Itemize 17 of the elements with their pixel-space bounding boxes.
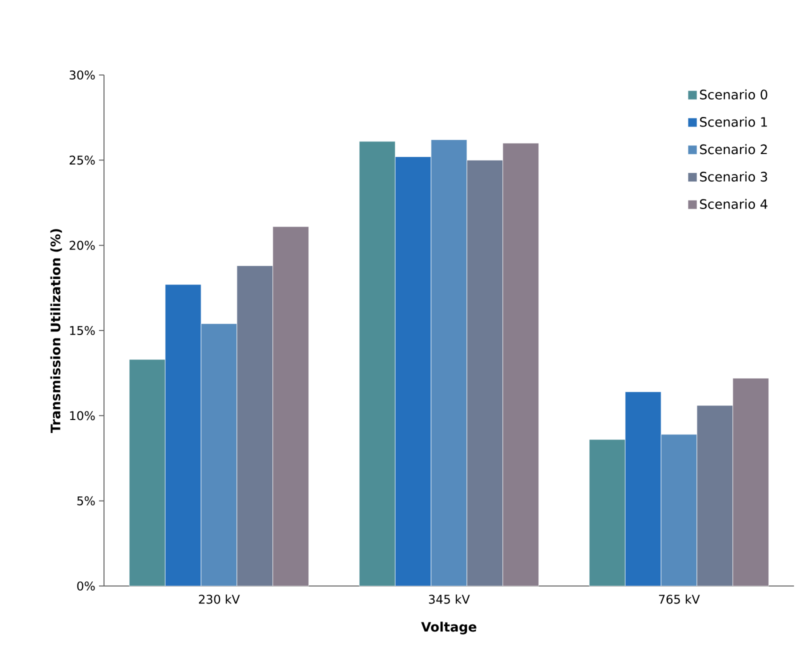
legend-label: Scenario 2 (700, 144, 767, 154)
x-tick-label: 345 kV (428, 594, 470, 604)
x-tick-label: 230 kV (198, 594, 240, 604)
y-tick-label: 10% (70, 411, 95, 420)
legend-label: Scenario 3 (700, 172, 768, 182)
y-tick-label: 5% (77, 496, 95, 506)
x-axis-title: Voltage (421, 622, 476, 634)
y-tick-label: 25% (70, 156, 95, 165)
legend-label: Scenario 0 (700, 89, 768, 100)
y-tick-label: 0% (77, 581, 95, 591)
legend-label: Scenario 1 (700, 116, 767, 127)
y-tick-label: 15% (70, 326, 95, 336)
x-tick-label: 765 kV (659, 594, 700, 604)
y-axis-title: Transmission Utilization (%) (50, 229, 62, 433)
y-tick-label: 20% (70, 240, 95, 250)
legend-label: Scenario 4 (700, 198, 768, 209)
y-tick-label: 30% (70, 70, 95, 80)
